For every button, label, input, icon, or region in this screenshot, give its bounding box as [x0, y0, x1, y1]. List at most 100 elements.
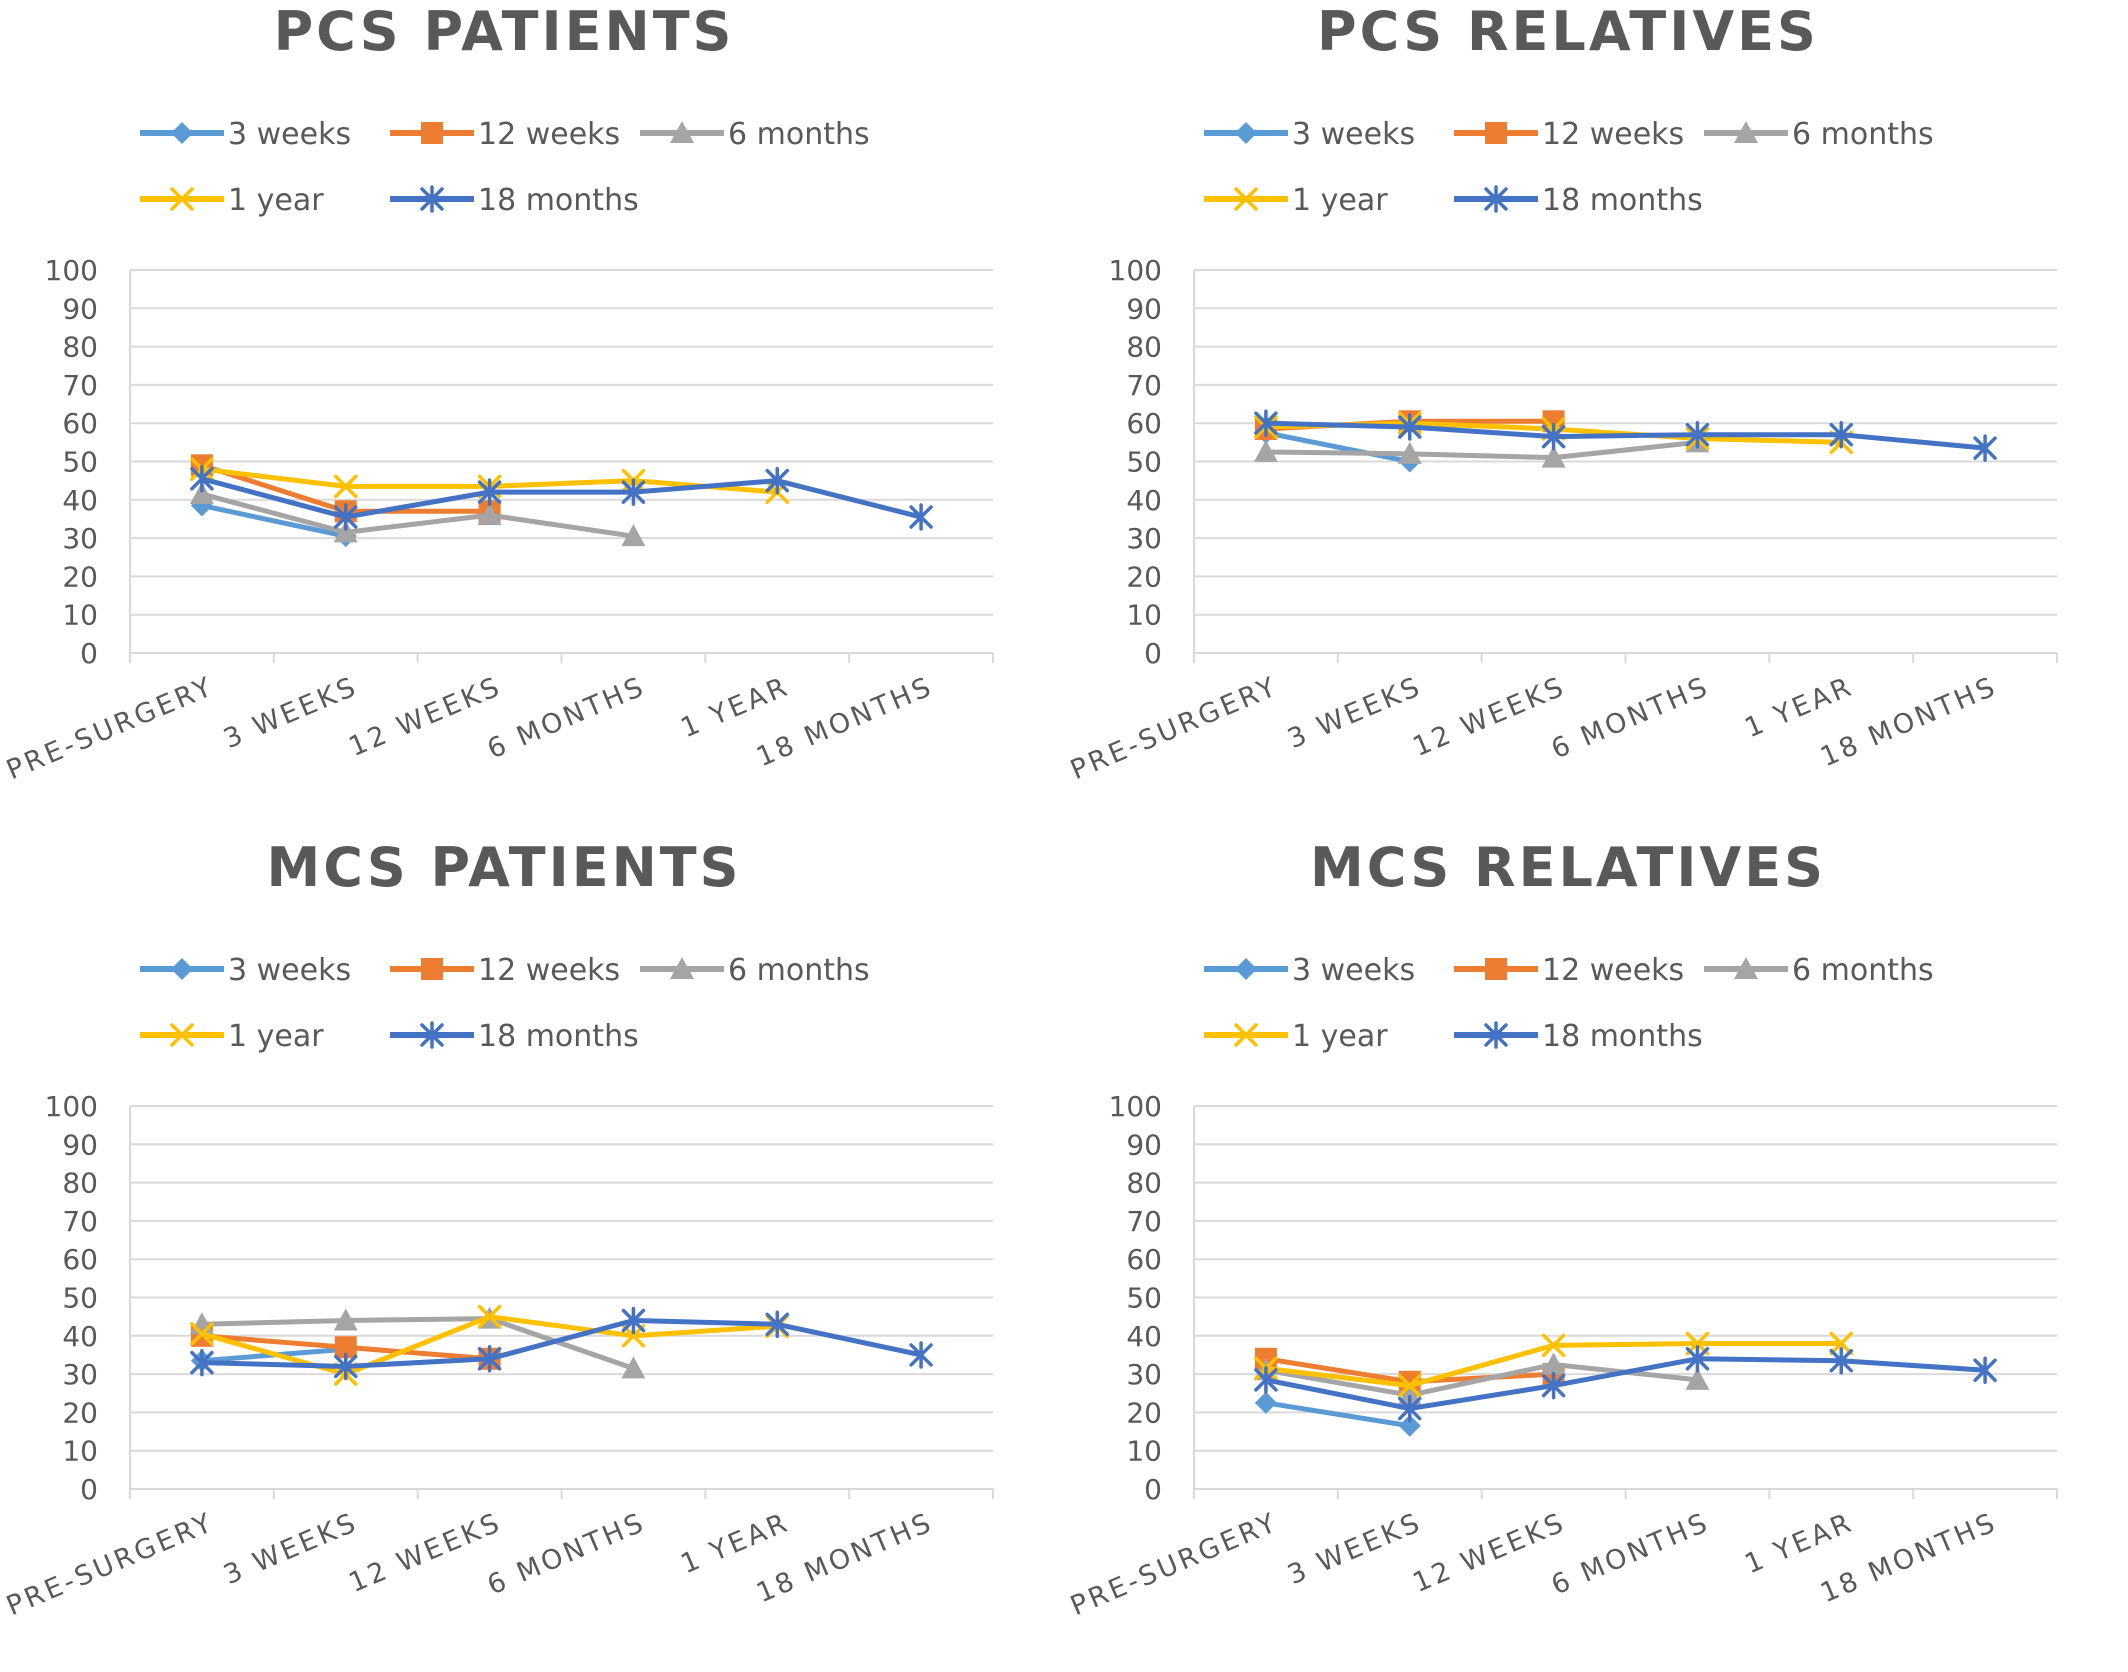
data-point — [1254, 409, 1278, 437]
legend-marker-x-icon — [170, 187, 194, 211]
legend-item-18-months: 18 months — [1454, 1019, 1703, 1054]
legend-marker-square-icon — [421, 122, 443, 144]
data-point — [477, 503, 502, 526]
x-tick-label: 6 MONTHS — [1547, 1507, 1714, 1601]
y-tick-label: 60 — [1126, 1243, 1162, 1276]
data-point — [1685, 1367, 1710, 1390]
y-tick-label: 40 — [1126, 484, 1162, 517]
mcs-patients-chart-svg: MCS PATIENTS 3 weeks 12 weeks 6 months 1 yea… — [2, 836, 994, 1622]
legend-item-1-year: 1 year — [140, 1019, 324, 1054]
series-line — [1263, 430, 1413, 464]
data-point — [909, 503, 933, 531]
y-tick-label: 10 — [62, 599, 98, 632]
legend-label: 12 weeks — [1542, 953, 1684, 988]
y-tick-label: 60 — [62, 407, 98, 440]
series-6-months — [189, 482, 646, 547]
y-tick-label: 40 — [1126, 1320, 1162, 1353]
series-18-months — [1254, 409, 1997, 462]
data-point — [189, 482, 214, 505]
legend-label: 1 year — [228, 1019, 324, 1054]
legend-item-3-weeks: 3 weeks — [140, 953, 351, 988]
data-point — [1541, 1371, 1566, 1400]
x-tick-label: 12 WEEKS — [1409, 671, 1571, 763]
data-point — [333, 520, 358, 543]
y-tick-label: 20 — [1126, 560, 1162, 593]
mcs-relatives-chart-svg: MCS RELATIVES 3 weeks 12 weeks 6 months 1 ye… — [1066, 836, 2058, 1622]
series-18-months — [190, 464, 933, 531]
y-tick-label: 50 — [1126, 446, 1162, 479]
legend-marker-square-icon — [421, 958, 443, 980]
x-tick-label: 1 YEAR — [1740, 671, 1858, 744]
data-point — [1973, 434, 1997, 462]
data-point — [1829, 1331, 1853, 1356]
legend-marker-asterisk-icon — [420, 1021, 444, 1049]
x-tick-label: 1 YEAR — [1740, 1507, 1858, 1580]
legend-label: 1 year — [228, 183, 324, 218]
legend-label: 3 weeks — [1292, 953, 1415, 988]
x-tick-label: 12 WEEKS — [345, 671, 507, 763]
data-point — [765, 1310, 789, 1339]
legend-marker-x-icon — [1234, 1023, 1258, 1047]
data-point — [1397, 1383, 1422, 1406]
y-tick-label: 80 — [62, 1167, 98, 1200]
legend-item-12-weeks: 12 weeks — [390, 117, 620, 152]
data-point — [1685, 420, 1710, 449]
legend-marker-triangle-icon — [670, 957, 694, 979]
legend-label: 3 weeks — [1292, 117, 1415, 152]
legend-item-12-weeks: 12 weeks — [390, 953, 620, 988]
data-point — [1397, 441, 1422, 464]
y-tick-label: 70 — [1126, 1205, 1162, 1238]
legend-label: 1 year — [1292, 183, 1388, 218]
legend-marker-asterisk-icon — [1484, 1021, 1508, 1049]
y-tick-label: 30 — [62, 522, 98, 555]
legend-label: 6 months — [1792, 953, 1934, 988]
x-tick-label: 6 MONTHS — [483, 1507, 650, 1601]
x-tick-label: PRE-SURGERY — [1066, 1507, 1282, 1622]
legend-marker-x-icon — [170, 1023, 194, 1047]
legend-item-12-weeks: 12 weeks — [1454, 117, 1684, 152]
data-point — [334, 503, 358, 531]
data-point — [909, 1341, 933, 1369]
series-3-weeks — [190, 494, 357, 548]
legend-marker-square-icon — [1485, 122, 1507, 144]
y-tick-label: 40 — [62, 1320, 98, 1353]
legend-label: 3 weeks — [228, 953, 351, 988]
data-point — [334, 474, 358, 499]
x-tick-label: 3 WEEKS — [1283, 1507, 1426, 1591]
series-3-weeks — [1254, 1391, 1421, 1437]
x-tick-label: 6 MONTHS — [1547, 671, 1714, 765]
y-tick-label: 80 — [1126, 331, 1162, 364]
legend-marker-triangle-icon — [1734, 121, 1758, 143]
x-tick-label: 6 MONTHS — [483, 671, 650, 765]
legend-marker-diamond-icon — [171, 958, 193, 980]
y-tick-label: 60 — [62, 1243, 98, 1276]
chart-pcs-relatives: PCS RELATIVES 3 weeks 12 weeks 6 months 1 ye… — [1064, 0, 2128, 836]
data-point — [1398, 1394, 1422, 1423]
y-tick-label: 70 — [1126, 369, 1162, 402]
y-tick-label: 80 — [1126, 1167, 1162, 1200]
legend-marker-triangle-icon — [1734, 957, 1758, 979]
legend-item-3-weeks: 3 weeks — [140, 117, 351, 152]
legend-label: 6 months — [728, 117, 870, 152]
legend-label: 12 weeks — [478, 117, 620, 152]
y-tick-label: 100 — [1109, 254, 1162, 287]
legend-marker-triangle-icon — [670, 121, 694, 143]
x-tick-label: PRE-SURGERY — [2, 1507, 218, 1622]
x-tick-label: PRE-SURGERY — [2, 671, 218, 786]
x-tick-label: 3 WEEKS — [219, 671, 362, 755]
data-point — [1541, 1333, 1566, 1358]
x-tick-label: 3 WEEKS — [219, 1507, 362, 1591]
data-point — [1541, 422, 1566, 451]
data-point — [477, 1304, 502, 1329]
data-point — [477, 478, 502, 506]
series-line — [199, 476, 924, 520]
data-point — [334, 1352, 358, 1381]
chart-mcs-relatives: MCS RELATIVES 3 weeks 12 weeks 6 months 1 ye… — [1064, 836, 2128, 1672]
data-point — [1829, 420, 1853, 449]
legend-item-18-months: 18 months — [1454, 183, 1703, 218]
legend-item-1-year: 1 year — [1204, 183, 1388, 218]
y-tick-label: 90 — [1126, 292, 1162, 325]
chart-title: MCS RELATIVES — [1310, 836, 1826, 899]
chart-title: MCS PATIENTS — [266, 836, 741, 899]
series-line — [1263, 1356, 1988, 1412]
